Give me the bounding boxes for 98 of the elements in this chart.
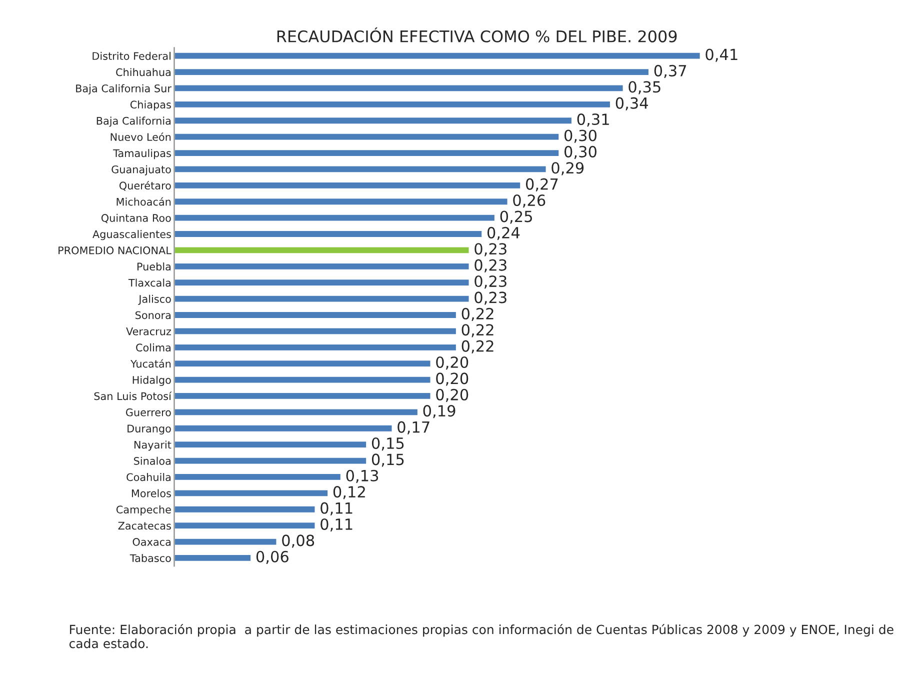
data-label: 0,17: [398, 421, 430, 434]
y-tick-label: Coahuila: [126, 473, 171, 482]
bar: [174, 424, 394, 433]
data-label: 0,23: [474, 259, 506, 272]
bar: [174, 408, 419, 417]
bar: [174, 262, 470, 271]
y-tick-label: Puebla: [137, 262, 171, 271]
bar: [174, 472, 342, 482]
bar: [174, 326, 458, 336]
bar: [174, 488, 329, 498]
data-label: 0,19: [423, 405, 456, 418]
bar: [174, 197, 509, 206]
y-tick-label: PROMEDIO NACIONAL: [58, 246, 172, 254]
data-label: 0,26: [513, 194, 546, 208]
bar: [174, 100, 612, 109]
y-tick-label: Campeche: [116, 505, 171, 516]
bar: [174, 230, 483, 238]
bar: [174, 456, 368, 466]
bar: [174, 84, 624, 93]
data-label: 0,24: [487, 226, 520, 240]
data-label: 0,20: [436, 388, 468, 402]
bar: [174, 278, 470, 287]
bar: [174, 310, 458, 320]
data-label: 0,06: [256, 550, 288, 564]
y-tick-label: Durango: [128, 424, 171, 435]
bar: [174, 505, 316, 514]
bar: [174, 213, 496, 222]
y-tick-label: Veracruz: [126, 328, 172, 336]
y-tick-label: San Luis Potosí: [94, 392, 172, 400]
y-tick-label: Morelos: [132, 489, 171, 498]
y-tick-label: Yucatán: [130, 359, 171, 368]
bar: [174, 52, 702, 60]
bar: [174, 343, 458, 352]
y-tick-label: Aguascalientes: [92, 230, 171, 240]
data-label: 0,30: [564, 130, 596, 143]
data-label: 0,20: [436, 372, 468, 386]
data-label: 0,22: [462, 324, 494, 338]
y-tick-label: Guanajuato: [112, 165, 171, 176]
bar: [174, 554, 252, 562]
data-label: 0,37: [654, 64, 686, 78]
data-label: 0,22: [462, 340, 494, 354]
data-label: 0,13: [346, 470, 378, 483]
y-tick-label: Sonora: [136, 311, 171, 320]
y-tick-label: Tamaulipas: [113, 149, 171, 160]
bar: [174, 246, 470, 255]
y-tick-label: Querétaro: [119, 181, 171, 191]
data-label: 0,30: [564, 146, 596, 160]
y-tick-label: Baja California: [96, 116, 171, 127]
data-label: 0,12: [333, 486, 365, 500]
data-label: 0,20: [436, 356, 468, 370]
data-label: 0,23: [474, 275, 506, 289]
y-tick-label: Michoacán: [116, 197, 171, 206]
y-tick-label: Quintana Roo: [101, 214, 171, 224]
data-label: 0,31: [577, 114, 609, 127]
y-tick-label: Colima: [136, 343, 171, 352]
bar: [174, 148, 560, 158]
y-tick-label: Chiapas: [130, 100, 171, 111]
bar: [174, 181, 522, 190]
data-label: 0,23: [474, 243, 506, 256]
data-label: 0,22: [462, 308, 494, 321]
data-label: 0,08: [282, 534, 314, 548]
data-label: 0,11: [320, 518, 352, 532]
data-label: 0,34: [616, 97, 648, 110]
bar: [174, 440, 368, 449]
y-tick-label: Zacatecas: [118, 522, 171, 530]
bar: [174, 359, 432, 368]
y-tick-label: Chihuahua: [116, 68, 171, 76]
y-tick-label: Jalisco: [138, 294, 171, 305]
data-label: 0,23: [474, 292, 506, 305]
data-label: 0,29: [552, 162, 584, 176]
y-tick-label: Nayarit: [134, 440, 172, 451]
y-tick-label: Oaxaca: [132, 538, 171, 546]
data-label: 0,27: [526, 178, 558, 192]
bar: [174, 68, 650, 76]
bar: [174, 164, 548, 174]
y-tick-label: Guerrero: [126, 408, 171, 416]
y-tick-label: Baja California Sur: [76, 84, 172, 94]
y-tick-label: Tlaxcala: [128, 278, 171, 287]
bar: [174, 537, 278, 546]
bar: [174, 294, 470, 304]
data-label: 0,35: [628, 81, 660, 94]
data-label: 0,25: [500, 210, 532, 224]
bar: [174, 375, 432, 384]
source-note: Fuente: Elaboración propia a partir de las estimaciones propias con información de Cuentas Públicas 2008 y 2009 y ENOE, Inegi de cada estado.: [69, 624, 894, 648]
data-label: 0,41: [706, 48, 738, 62]
data-label: 0,15: [372, 437, 404, 451]
y-tick-label: Hidalgo: [132, 376, 171, 386]
bar: [174, 392, 432, 400]
y-tick-label: Sinaloa: [134, 456, 171, 465]
y-tick-label: Nuevo León: [110, 132, 171, 141]
data-label: 0,11: [320, 502, 352, 516]
bar: [174, 116, 573, 125]
bar: [174, 521, 316, 530]
y-tick-label: Distrito Federal: [92, 52, 170, 60]
y-tick-label: Tabasco: [130, 554, 171, 562]
bar: [174, 132, 560, 142]
data-label: 0,15: [372, 454, 404, 467]
chart-title: RECAUDACIÓN EFECTIVA COMO % DEL PIBE. 2009: [277, 27, 677, 42]
